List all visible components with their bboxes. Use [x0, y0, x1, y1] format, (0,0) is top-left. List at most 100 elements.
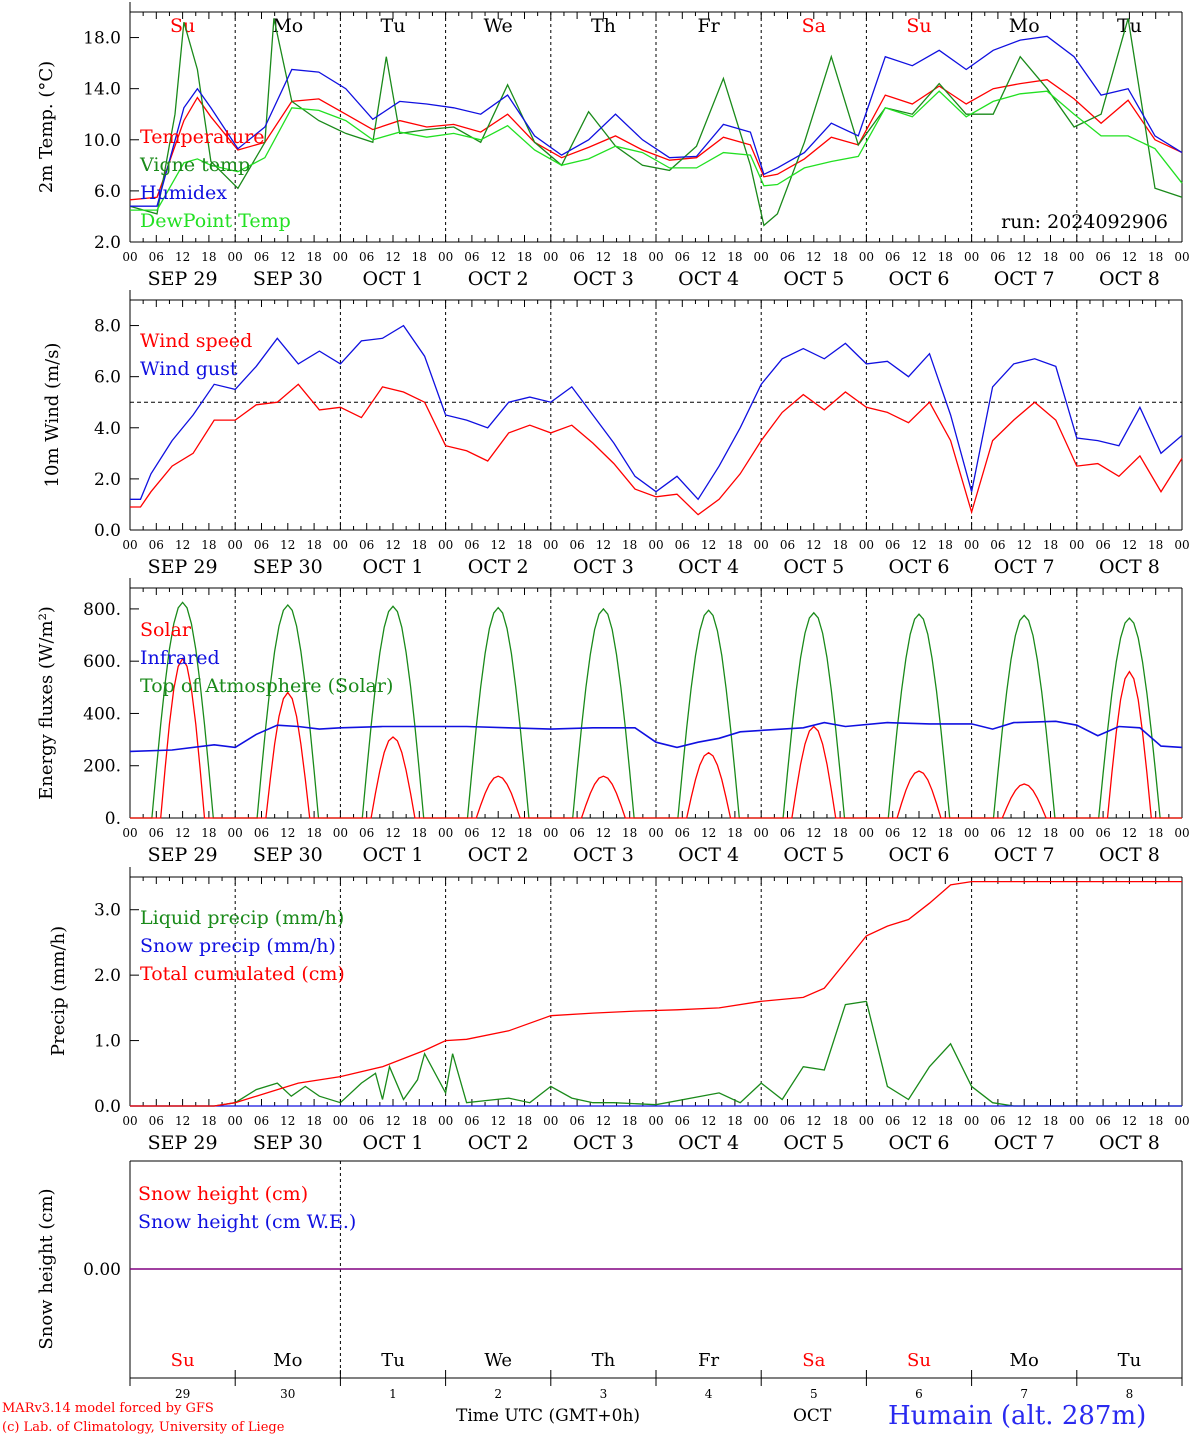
date-label: OCT 6 [889, 1132, 950, 1154]
hour-tick-label: 12 [385, 250, 400, 264]
y-tick-label: 8.0 [94, 317, 121, 337]
hour-tick-label: 12 [1122, 250, 1137, 264]
date-label: SEP 30 [253, 1132, 323, 1154]
hour-tick-label: 06 [990, 1114, 1005, 1128]
hour-tick-label: 06 [359, 826, 374, 840]
hour-tick-label: 00 [648, 538, 663, 552]
date-label: OCT 6 [889, 844, 950, 866]
bottom-weekday-label: We [484, 1350, 512, 1371]
date-label: OCT 5 [783, 556, 844, 578]
date-label: OCT 2 [468, 1132, 529, 1154]
day-number-label: 7 [1020, 1387, 1028, 1401]
date-label: OCT 4 [678, 844, 739, 866]
y-tick-label: 2.0 [94, 233, 121, 253]
date-label: OCT 8 [1099, 844, 1160, 866]
hour-tick-label: 00 [1069, 250, 1084, 264]
hour-tick-label: 12 [1122, 826, 1137, 840]
legend-entry: Wind speed [140, 330, 252, 352]
y-tick-label: 200. [83, 757, 121, 777]
hour-tick-label: 18 [622, 250, 637, 264]
hour-tick-label: 06 [254, 538, 269, 552]
hour-tick-label: 18 [412, 826, 427, 840]
date-label: OCT 1 [363, 1132, 424, 1154]
hour-tick-label: 06 [885, 250, 900, 264]
hour-tick-label: 18 [727, 1114, 742, 1128]
y-tick-label: 0.0 [94, 1097, 121, 1117]
hour-tick-label: 12 [491, 826, 506, 840]
legend-entry: Snow height (cm) [138, 1183, 308, 1205]
weekday-label: Su [906, 15, 931, 37]
legend-entry: Total cumulated (cm) [140, 963, 345, 985]
model-credit: MARv3.14 model forced by GFS [2, 1401, 214, 1416]
hour-tick-label: 18 [832, 538, 847, 552]
date-label: OCT 2 [468, 556, 529, 578]
date-label: OCT 7 [994, 844, 1055, 866]
date-label: OCT 7 [994, 1132, 1055, 1154]
hour-tick-label: 00 [964, 250, 979, 264]
hour-tick-label: 06 [780, 538, 795, 552]
hour-tick-label: 00 [438, 826, 453, 840]
hour-tick-label: 00 [648, 1114, 663, 1128]
legend-entry: Humidex [140, 182, 227, 204]
hour-tick-label: 00 [1069, 1114, 1084, 1128]
series-line-wind-gust [130, 324, 1183, 501]
hour-tick-label: 18 [832, 1114, 847, 1128]
weekday-label: We [484, 15, 513, 37]
hour-tick-label: 06 [675, 826, 690, 840]
hour-tick-label: 18 [517, 826, 532, 840]
hour-tick-label: 06 [1095, 826, 1110, 840]
hour-tick-label: 00 [228, 826, 243, 840]
date-label: SEP 29 [148, 268, 218, 290]
hour-tick-label: 06 [780, 826, 795, 840]
day-number-label: 2 [494, 1387, 502, 1401]
date-label: OCT 5 [783, 268, 844, 290]
date-label: OCT 3 [573, 844, 634, 866]
series-line-temperature [129, 79, 1183, 201]
hour-tick-label: 06 [254, 1114, 269, 1128]
date-label: OCT 5 [783, 1132, 844, 1154]
hour-tick-label: 06 [675, 538, 690, 552]
hour-tick-label: 18 [832, 250, 847, 264]
date-label: OCT 7 [994, 268, 1055, 290]
hour-tick-label: 12 [1017, 826, 1032, 840]
hour-tick-label: 06 [569, 538, 584, 552]
weekday-label: Mo [272, 15, 303, 37]
hour-tick-label: 12 [1122, 1114, 1137, 1128]
hour-tick-label: 18 [201, 250, 216, 264]
bottom-weekday-label: Mo [273, 1350, 302, 1371]
date-label: OCT 3 [573, 556, 634, 578]
hour-tick-label: 18 [201, 538, 216, 552]
hour-tick-label: 18 [727, 250, 742, 264]
hour-tick-label: 12 [596, 250, 611, 264]
hour-tick-label: 12 [1017, 250, 1032, 264]
date-label: OCT 6 [889, 268, 950, 290]
hour-tick-label: 18 [622, 1114, 637, 1128]
legend-entry: Snow precip (mm/h) [140, 935, 336, 957]
hour-tick-label: 12 [806, 826, 821, 840]
date-label: SEP 30 [253, 844, 323, 866]
hour-tick-label: 18 [517, 250, 532, 264]
hour-tick-label: 06 [359, 250, 374, 264]
hour-tick-label: 12 [280, 538, 295, 552]
hour-tick-label: 00 [648, 250, 663, 264]
hour-tick-label: 00 [648, 826, 663, 840]
run-annotation: run: 2024092906 [1001, 211, 1168, 233]
legend-entry: Top of Atmosphere (Solar) [140, 675, 393, 697]
y-tick-label: 2.0 [94, 470, 121, 490]
y-axis-label: Precip (mm/h) [48, 926, 69, 1056]
date-label: OCT 4 [678, 268, 739, 290]
y-tick-label: 0.00 [83, 1260, 121, 1280]
hour-tick-label: 18 [727, 538, 742, 552]
weekday-label: Th [591, 15, 616, 37]
day-number-label: 30 [280, 1387, 295, 1401]
hour-tick-label: 00 [1174, 538, 1189, 552]
y-tick-label: 10.0 [83, 131, 121, 151]
bottom-weekday-label: Tu [381, 1350, 405, 1371]
hour-tick-label: 06 [464, 250, 479, 264]
hour-tick-label: 00 [228, 1114, 243, 1128]
hour-tick-label: 18 [727, 826, 742, 840]
hour-tick-label: 18 [306, 538, 321, 552]
legend-entry: Temperature [140, 126, 264, 148]
hour-tick-label: 12 [806, 1114, 821, 1128]
hour-tick-label: 18 [1043, 250, 1058, 264]
